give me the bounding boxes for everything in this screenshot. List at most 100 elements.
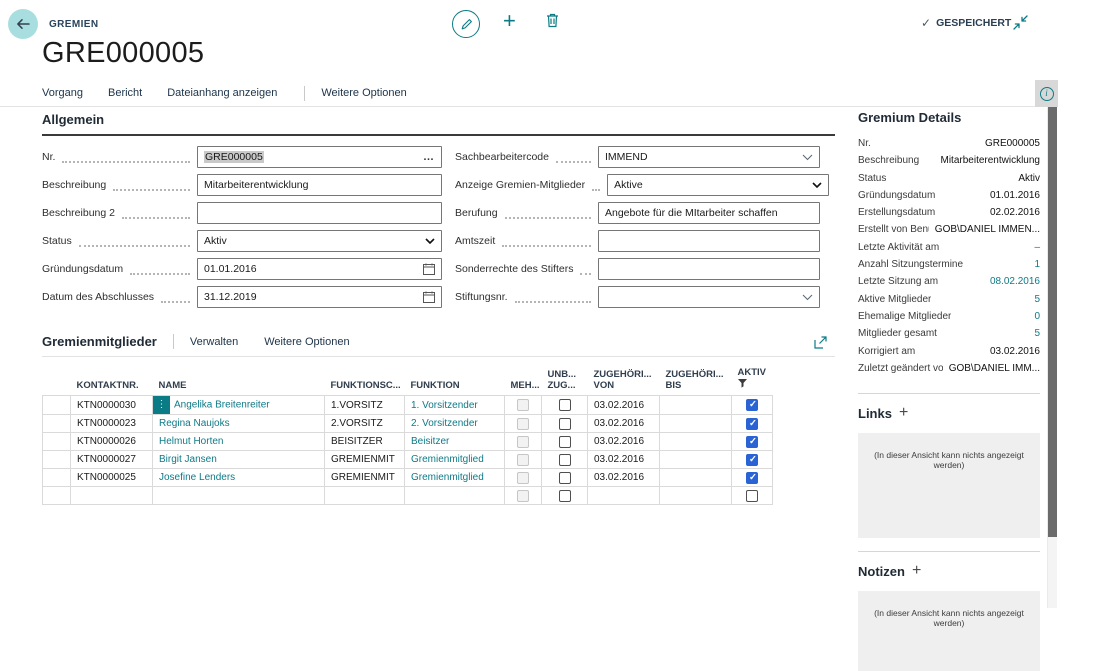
cell-name[interactable]: ⋮ Angelika Breitenreiter	[152, 395, 325, 415]
cell-unbegrenzt[interactable]	[541, 432, 588, 451]
checkbox-unbegrenzt[interactable]	[558, 489, 571, 502]
cell-funktion[interactable]	[404, 486, 505, 505]
chevron-down-icon[interactable]	[802, 154, 813, 161]
checkbox-unbegrenzt[interactable]	[558, 471, 571, 484]
collapse-page-button[interactable]	[1013, 15, 1028, 35]
scrollbar-thumb[interactable]	[1048, 107, 1057, 537]
menu-weitere-optionen[interactable]: Weitere Optionen	[321, 87, 407, 99]
col-mehrfach[interactable]: MEH...	[510, 380, 540, 391]
cell-funktion[interactable]: 2. Vorsitzender	[404, 414, 505, 433]
menu-bericht[interactable]: Bericht	[107, 87, 143, 99]
col-funktion[interactable]: FUNKTION	[410, 380, 460, 391]
cell-kontaktnr[interactable]: KTN0000023	[70, 414, 153, 433]
cell-funktion[interactable]: Gremienmitglied	[404, 468, 505, 487]
chevron-down-icon[interactable]	[802, 294, 813, 301]
cell-funktionscode[interactable]	[324, 486, 405, 505]
row-selector[interactable]	[42, 414, 71, 433]
abschlussdatum-input[interactable]: 31.12.2019	[197, 286, 442, 308]
cell-unbegrenzt[interactable]	[541, 450, 588, 469]
cell-unbegrenzt[interactable]	[541, 414, 588, 433]
focus-mode-button[interactable]	[814, 336, 827, 354]
cell-von[interactable]: 03.02.2016	[587, 432, 660, 451]
cell-bis[interactable]	[659, 468, 732, 487]
cell-bis[interactable]	[659, 395, 732, 415]
cell-von[interactable]: 03.02.2016	[587, 450, 660, 469]
cell-name[interactable]: Regina Naujoks	[152, 414, 325, 433]
cell-bis[interactable]	[659, 486, 732, 505]
cell-bis[interactable]	[659, 450, 732, 469]
cell-funktionscode[interactable]: BEISITZER	[324, 432, 405, 451]
cell-funktionscode[interactable]: GREMIENMIT	[324, 450, 405, 469]
cell-name[interactable]	[152, 486, 325, 505]
checkbox-aktiv[interactable]	[746, 471, 758, 484]
col-kontaktnr[interactable]: KONTAKTNR.	[76, 380, 139, 391]
scrollbar-track[interactable]	[1047, 107, 1057, 608]
cell-von[interactable]: 03.02.2016	[587, 414, 660, 433]
stiftungsnr-lookup[interactable]	[598, 286, 820, 308]
col-aktiv[interactable]: AKTIV	[732, 365, 773, 396]
cell-aktiv[interactable]	[731, 486, 773, 505]
checkbox-aktiv[interactable]	[746, 453, 758, 466]
add-button[interactable]: +	[503, 8, 516, 33]
calendar-icon[interactable]	[423, 263, 435, 275]
cell-kontaktnr[interactable]: KTN0000025	[70, 468, 153, 487]
checkbox-unbegrenzt[interactable]	[558, 417, 571, 430]
amtszeit-input[interactable]	[598, 230, 820, 252]
berufung-input[interactable]: Angebote für die MItarbeiter schaffen	[598, 202, 820, 224]
cell-funktionscode[interactable]: 2.VORSITZ	[324, 414, 405, 433]
cell-bis[interactable]	[659, 414, 732, 433]
cell-name[interactable]: Birgit Jansen	[152, 450, 325, 469]
cell-aktiv[interactable]	[731, 450, 773, 469]
add-note-button[interactable]: +	[911, 562, 922, 580]
cell-kontaktnr[interactable]: KTN0000026	[70, 432, 153, 451]
cell-funktionscode[interactable]: GREMIENMIT	[324, 468, 405, 487]
checkbox-aktiv[interactable]	[746, 489, 758, 502]
cell-name[interactable]: Josefine Lenders	[152, 468, 325, 487]
beschreibung2-input[interactable]	[197, 202, 442, 224]
col-name[interactable]: NAME	[158, 380, 187, 391]
row-selector[interactable]	[42, 395, 71, 415]
menu-dateianhang[interactable]: Dateianhang anzeigen	[167, 87, 278, 99]
menu-verwalten[interactable]: Verwalten	[189, 335, 239, 348]
row-options-icon[interactable]: ⋮	[153, 396, 170, 414]
cell-name[interactable]: Helmut Horten	[152, 432, 325, 451]
cell-von[interactable]: 03.02.2016	[587, 468, 660, 487]
cell-kontaktnr[interactable]: KTN0000030	[70, 395, 153, 415]
nr-input[interactable]: GRE000005 …	[197, 146, 442, 168]
cell-aktiv[interactable]	[731, 414, 773, 433]
cell-aktiv[interactable]	[731, 395, 773, 415]
add-link-button[interactable]: +	[898, 404, 909, 422]
checkbox-aktiv[interactable]	[746, 417, 758, 430]
back-button[interactable]	[8, 9, 38, 39]
factbox-toggle-button[interactable]: i	[1035, 80, 1058, 107]
chevron-down-icon[interactable]	[812, 182, 822, 188]
row-selector[interactable]	[42, 486, 71, 505]
row-selector[interactable]	[42, 432, 71, 451]
chevron-down-icon[interactable]	[425, 238, 435, 244]
cell-bis[interactable]	[659, 432, 732, 451]
cell-aktiv[interactable]	[731, 468, 773, 487]
assist-edit-button[interactable]: …	[423, 151, 435, 163]
cell-kontaktnr[interactable]	[70, 486, 153, 505]
col-zugehoerig-bis[interactable]: ZUGEHÖRI... BIS	[665, 369, 724, 391]
cell-aktiv[interactable]	[731, 432, 773, 451]
sonderrechte-input[interactable]	[598, 258, 820, 280]
col-zugehoerig-von[interactable]: ZUGEHÖRI... VON	[593, 369, 652, 391]
cell-unbegrenzt[interactable]	[541, 395, 588, 415]
checkbox-unbegrenzt[interactable]	[558, 435, 571, 448]
sachbearbeitercode-lookup[interactable]: IMMEND	[598, 146, 820, 168]
row-selector[interactable]	[42, 450, 71, 469]
checkbox-unbegrenzt[interactable]	[558, 453, 571, 466]
members-heading[interactable]: Gremienmitglieder	[42, 334, 157, 349]
checkbox-aktiv[interactable]	[746, 399, 758, 411]
cell-funktion[interactable]: 1. Vorsitzender	[404, 395, 505, 415]
cell-unbegrenzt[interactable]	[541, 486, 588, 505]
col-unbegrenzt[interactable]: UNB... ZUG...	[547, 369, 577, 391]
cell-kontaktnr[interactable]: KTN0000027	[70, 450, 153, 469]
cell-funktion[interactable]: Beisitzer	[404, 432, 505, 451]
gruendungsdatum-input[interactable]: 01.01.2016	[197, 258, 442, 280]
col-funktionscode[interactable]: FUNKTIONSC...	[330, 380, 401, 391]
cell-funktionscode[interactable]: 1.VORSITZ	[324, 395, 405, 415]
checkbox-unbegrenzt[interactable]	[558, 399, 571, 411]
beschreibung-input[interactable]: Mitarbeiterentwicklung	[197, 174, 442, 196]
